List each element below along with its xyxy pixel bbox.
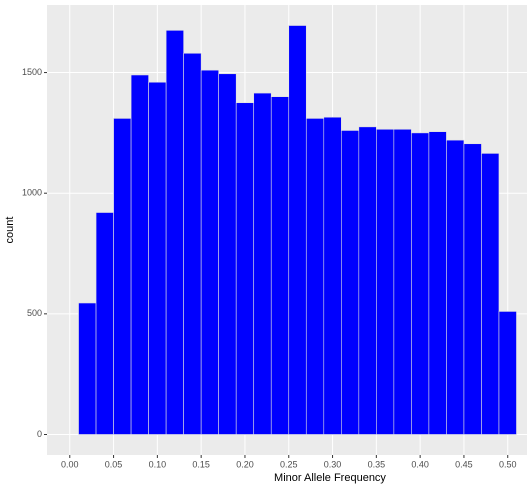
y-tick-label: 1500: [22, 67, 42, 77]
bar: [498, 311, 517, 435]
y-tick-label: 0: [37, 429, 42, 439]
y-tick-label: 1000: [22, 188, 42, 198]
bar: [113, 118, 132, 435]
bar: [200, 69, 219, 435]
x-tick-label: 0.30: [324, 459, 342, 469]
bar: [165, 30, 184, 435]
x-tick-label: 0.40: [411, 459, 429, 469]
x-tick-label: 0.10: [149, 459, 167, 469]
y-axis-title: count: [4, 217, 16, 244]
x-tick-label: 0.50: [499, 459, 517, 469]
bar: [270, 96, 290, 435]
x-tick-label: 0.15: [192, 459, 210, 469]
y-tick-label: 500: [27, 308, 42, 318]
bar: [428, 131, 447, 435]
x-tick-label: 0.00: [61, 459, 79, 469]
x-tick-label: 0.05: [105, 459, 123, 469]
bar: [130, 74, 149, 435]
bar: [288, 25, 307, 435]
bar: [376, 128, 395, 435]
x-tick-label: 0.35: [368, 459, 386, 469]
bar: [235, 102, 255, 435]
bar: [411, 132, 430, 435]
bars: [78, 25, 517, 435]
bar: [446, 139, 465, 435]
bar: [323, 116, 342, 435]
bar: [253, 92, 272, 435]
x-tick-label: 0.45: [455, 459, 473, 469]
bar: [358, 126, 377, 435]
bar: [95, 212, 114, 435]
x-axis-title: Minor Allele Frequency: [274, 472, 386, 484]
bar: [148, 81, 167, 435]
bar: [305, 118, 325, 435]
bar: [463, 143, 482, 435]
x-tick-label: 0.25: [280, 459, 298, 469]
bar: [183, 52, 202, 435]
bar: [78, 302, 97, 435]
bar: [393, 128, 412, 435]
x-tick-label: 0.20: [236, 459, 254, 469]
bar: [481, 153, 500, 435]
bar: [218, 73, 237, 435]
bar: [341, 130, 360, 435]
